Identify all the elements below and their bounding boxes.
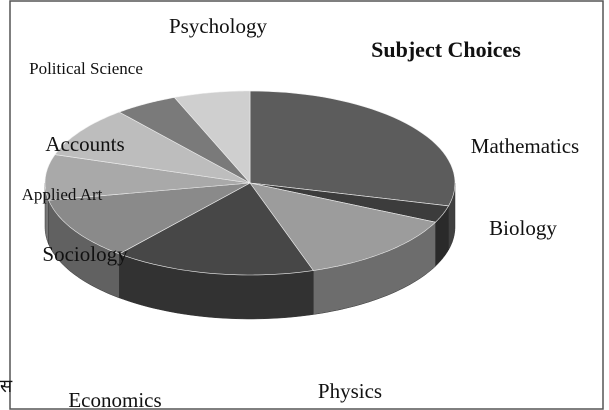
slice-label: Physics [318,379,382,403]
slice [249,182,450,223]
slice-label: Accounts [45,132,124,156]
slice-label: Sociology [42,242,128,266]
slice-label: Psychology [169,14,268,38]
slice [173,90,251,184]
slice-label: Economics [68,388,161,410]
slice [44,154,251,201]
slice-label: Mathematics [471,134,579,158]
slice-label: Applied Art [22,185,103,204]
slice [249,90,456,207]
caption-fragment: स [0,376,13,396]
slice [118,182,314,276]
slice [48,182,251,255]
slice [249,182,437,271]
chart-title: Subject Choices [371,37,521,62]
slice [118,97,251,184]
slice-label: Biology [489,216,557,240]
slice [54,111,251,184]
slice-label: Political Science [29,59,143,78]
